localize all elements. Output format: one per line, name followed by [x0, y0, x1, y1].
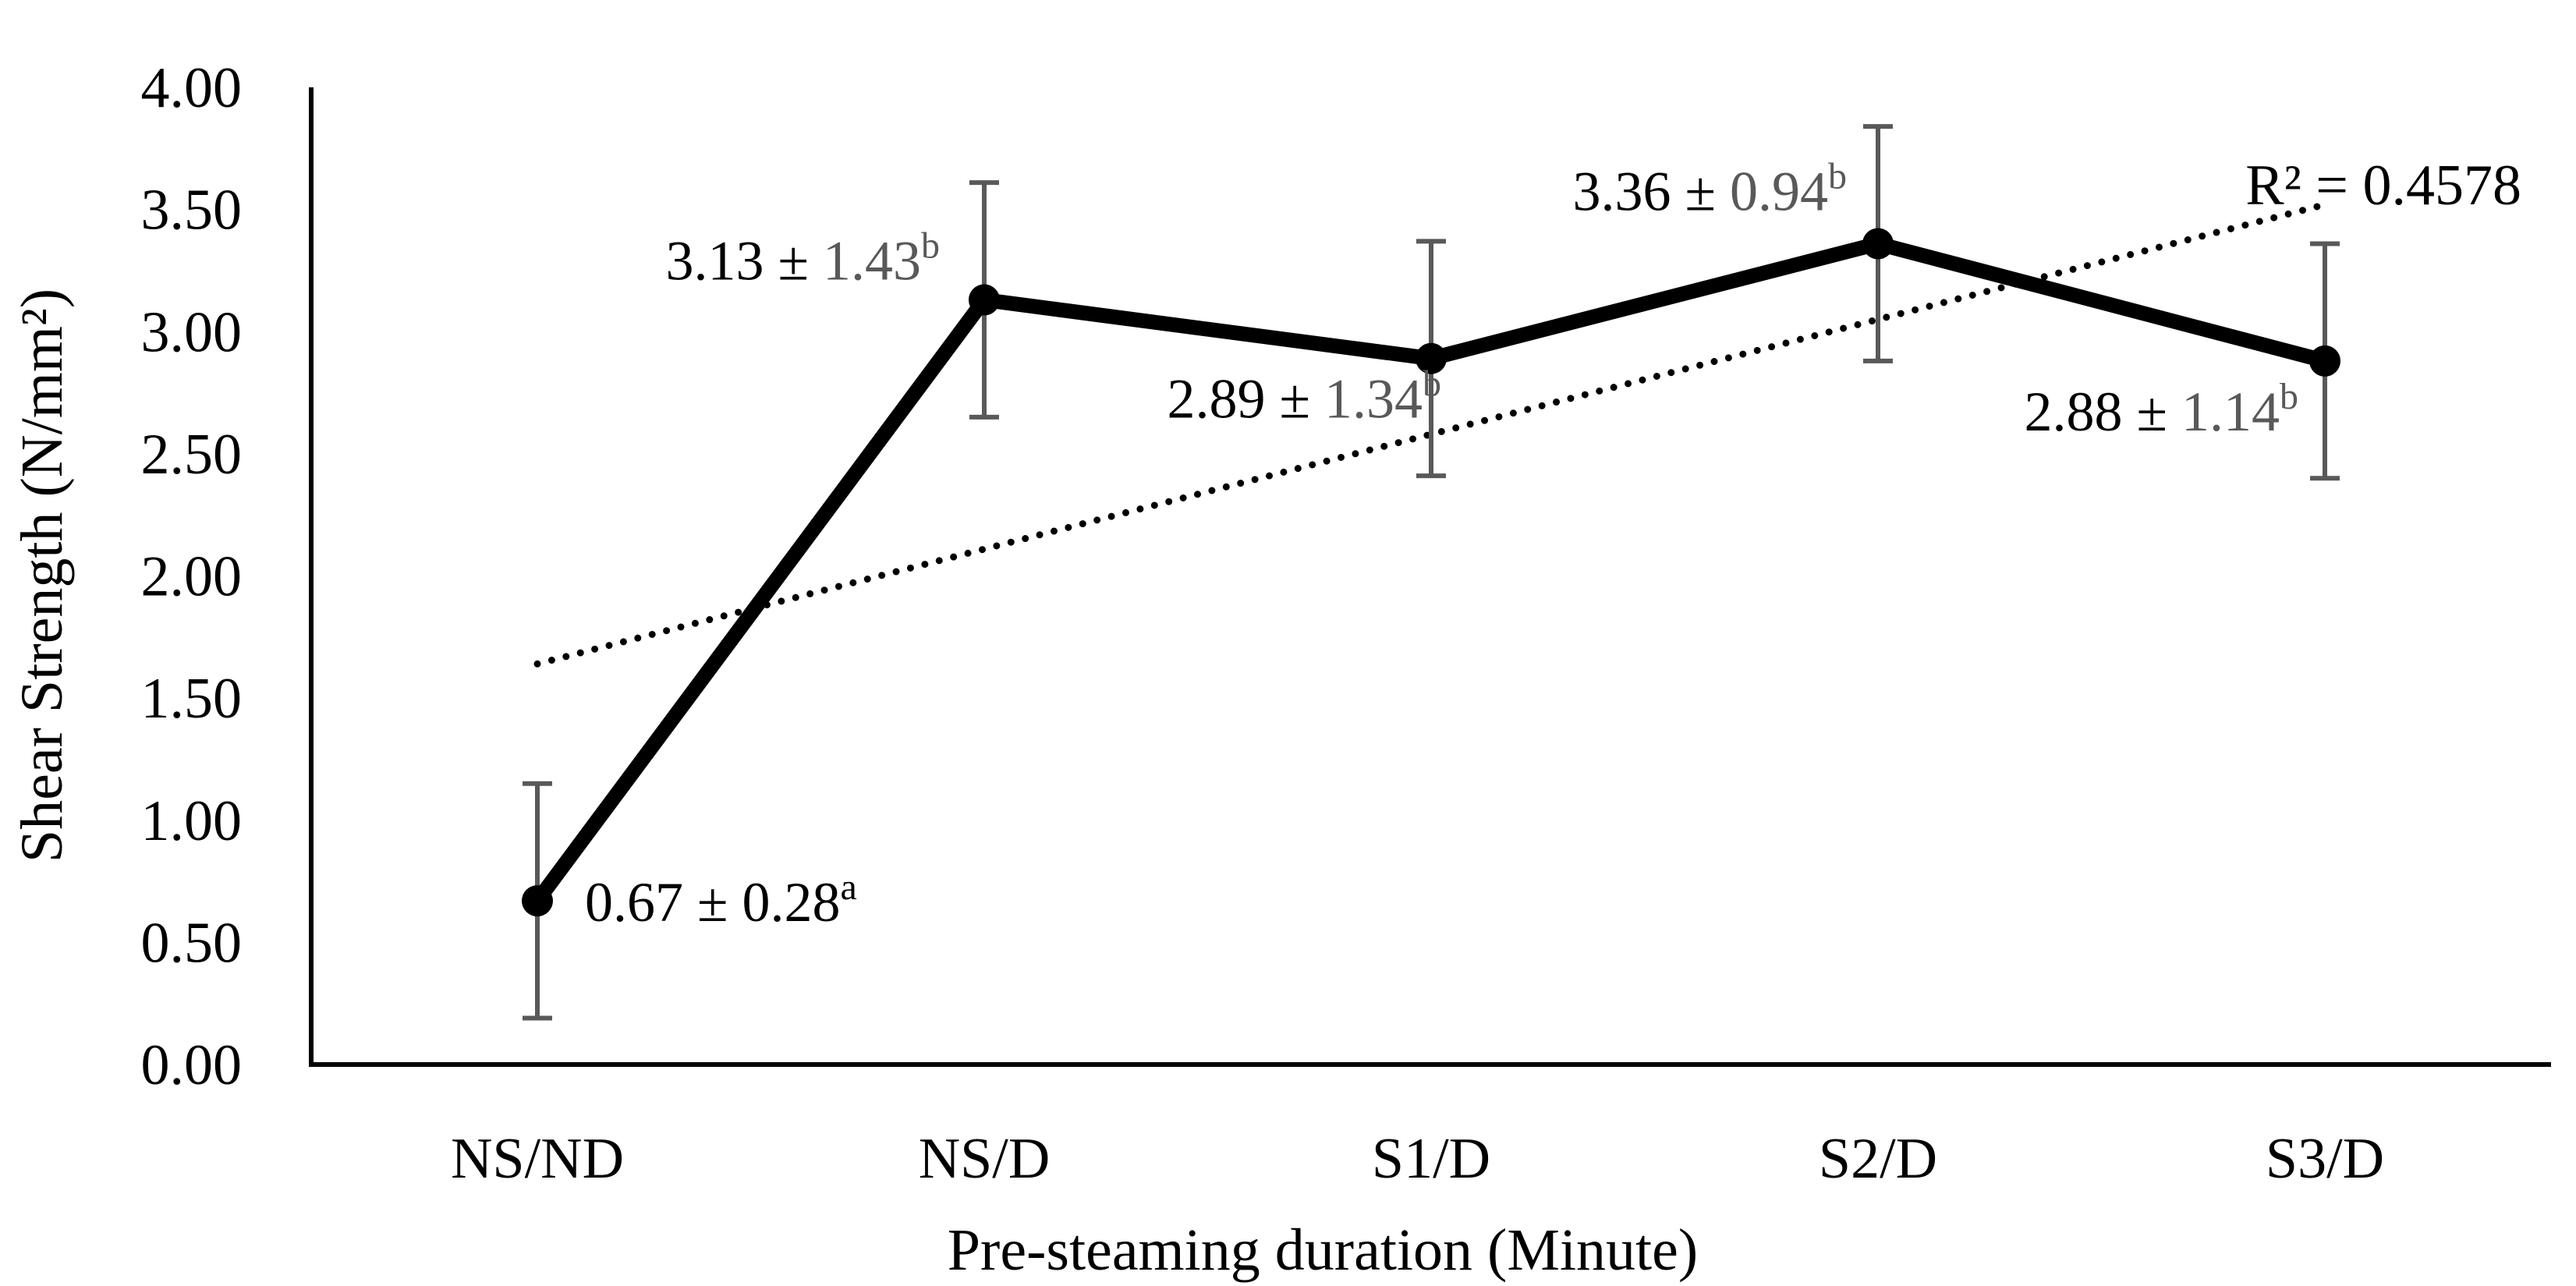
- data-point: [969, 284, 1000, 316]
- y-tick-label: 0.50: [141, 911, 243, 975]
- data-point: [1416, 342, 1447, 374]
- data-label: 3.36 ± 0.94b: [1572, 155, 1847, 222]
- data-label: 3.13 ± 1.43b: [665, 225, 940, 292]
- x-tick-labels: NS/ND NS/D S1/D S2/D S3/D: [451, 1127, 2384, 1191]
- x-tick-label: S1/D: [1372, 1127, 1490, 1191]
- y-tick-label: 2.00: [141, 545, 243, 609]
- x-tick-label: NS/D: [919, 1127, 1051, 1191]
- y-tick-label: 4.00: [141, 56, 243, 120]
- y-tick-label: 2.50: [141, 423, 243, 487]
- data-point: [522, 885, 553, 917]
- data-point: [2309, 345, 2340, 377]
- y-axis-title: Shear Strength (N/mm²): [9, 289, 75, 863]
- x-tick-label: S2/D: [1819, 1127, 1937, 1191]
- axes: [309, 87, 2551, 1067]
- data-label: 0.67 ± 0.28a: [585, 866, 857, 934]
- data-labels: 0.67 ± 0.28a 3.13 ± 1.43b 2.89 ± 1.34b 3.36…: [585, 155, 2298, 934]
- x-axis-title: Pre-steaming duration (Minute): [948, 1217, 1698, 1283]
- y-tick-labels: 0.00 0.50 1.00 1.50 2.00 2.50 3.00 3.50 4.00: [141, 56, 243, 1097]
- y-tick-label: 1.50: [141, 667, 243, 731]
- y-tick-label: 3.00: [141, 300, 243, 364]
- data-point: [1862, 228, 1894, 260]
- series-group: [522, 228, 2340, 917]
- data-label: 2.88 ± 1.14b: [2024, 376, 2298, 443]
- y-tick-label: 0.00: [141, 1033, 243, 1097]
- y-tick-label: 1.00: [141, 789, 243, 853]
- x-tick-label: S3/D: [2266, 1127, 2384, 1191]
- y-tick-label: 3.50: [141, 179, 243, 243]
- r-squared-label: R² = 0.4578: [2245, 154, 2521, 218]
- data-label: 2.89 ± 1.34b: [1167, 363, 1441, 430]
- x-tick-label: NS/ND: [451, 1127, 624, 1191]
